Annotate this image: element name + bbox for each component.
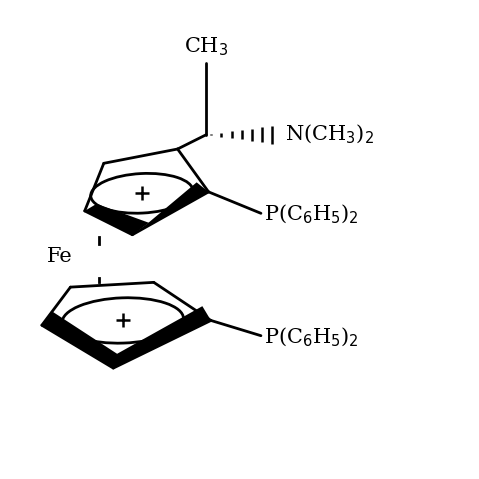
- Text: Fe: Fe: [46, 247, 72, 266]
- Polygon shape: [132, 182, 208, 235]
- Text: P(C$_6$H$_5$)$_2$: P(C$_6$H$_5$)$_2$: [264, 203, 359, 227]
- Polygon shape: [85, 204, 149, 235]
- Polygon shape: [42, 306, 211, 368]
- Text: N(CH$_3$)$_2$: N(CH$_3$)$_2$: [285, 123, 374, 146]
- Text: P(C$_6$H$_5$)$_2$: P(C$_6$H$_5$)$_2$: [264, 326, 359, 349]
- Text: CH$_3$: CH$_3$: [184, 35, 228, 57]
